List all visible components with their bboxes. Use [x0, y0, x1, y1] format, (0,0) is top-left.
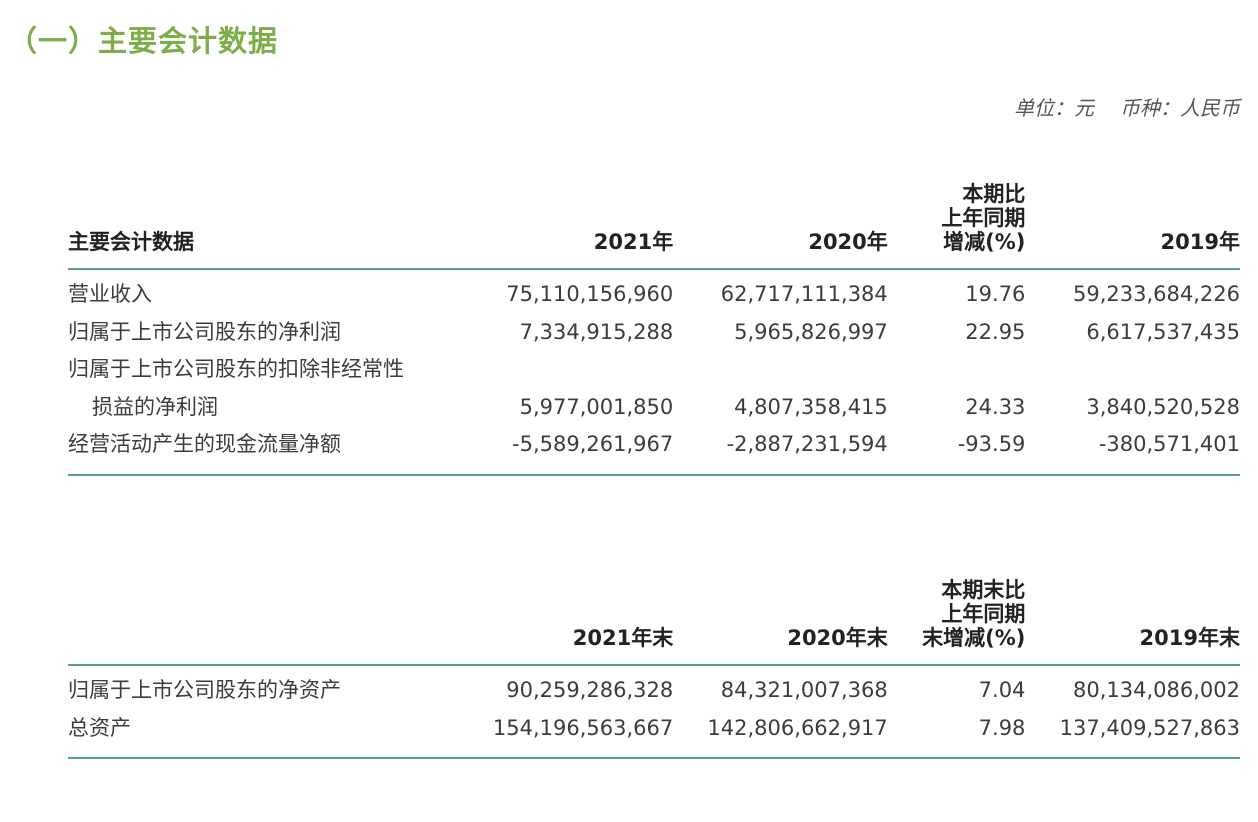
- header-2020-end: 2020年末: [787, 626, 888, 650]
- value-change: 7.04: [978, 678, 1026, 702]
- unit-note: 单位：元 币种：人民币: [1014, 92, 1240, 121]
- header-change: 本期比 上年同期 增减(%): [941, 182, 1026, 254]
- table-header-row: 主要会计数据 2021年 2020年 本期比 上年同期 增减(%) 2019年: [68, 182, 1240, 269]
- value-2021: 75,110,156,960: [506, 282, 674, 306]
- value-2021: -5,589,261,967: [512, 432, 674, 456]
- table-row: 营业收入 75,110,156,960 62,717,111,384 19.76…: [68, 269, 1240, 314]
- balance-data-table: 2021年末 2020年末 本期末比 上年同期 末增减(%) 2019年末 归属于上…: [68, 578, 1240, 759]
- value-2019: 80,134,086,002: [1073, 678, 1240, 702]
- header-2019-end: 2019年末: [1139, 626, 1240, 650]
- header-item: [68, 578, 473, 665]
- header-2019: 2019年: [1160, 230, 1240, 254]
- value-2019: 6,617,537,435: [1086, 319, 1240, 344]
- row-label: 归属于上市公司股东的净利润: [68, 319, 341, 344]
- table-row: 经营活动产生的现金流量净额 -5,589,261,967 -2,887,231,…: [68, 426, 1240, 475]
- table-row: 归属于上市公司股东的净利润 7,334,915,288 5,965,826,99…: [68, 314, 1240, 352]
- value-2020: 142,806,662,917: [707, 715, 888, 740]
- table-row: 归属于上市公司股东的净资产 90,259,286,328 84,321,007,…: [68, 665, 1240, 710]
- table-header-row: 2021年末 2020年末 本期末比 上年同期 末增减(%) 2019年末: [68, 578, 1240, 665]
- row-label: 经营活动产生的现金流量净额: [68, 432, 341, 456]
- value-2021: 5,977,001,850: [519, 394, 674, 419]
- table-row: 损益的净利润 5,977,001,850 4,807,358,415 24.33…: [68, 389, 1240, 427]
- value-2021: 90,259,286,328: [506, 678, 674, 702]
- value-change: 7.98: [978, 715, 1026, 740]
- header-item: 主要会计数据: [68, 230, 194, 254]
- value-2020: -2,887,231,594: [726, 432, 888, 456]
- value-2019: -380,571,401: [1098, 432, 1240, 456]
- value-change: 22.95: [965, 319, 1026, 344]
- value-change: -93.59: [957, 432, 1026, 456]
- header-2020: 2020年: [808, 230, 888, 254]
- value-2019: 3,840,520,528: [1086, 394, 1240, 419]
- header-change: 本期末比 上年同期 末增减(%): [922, 578, 1026, 650]
- row-label: 营业收入: [68, 282, 152, 306]
- unit-label: 单位：元: [1014, 96, 1094, 120]
- value-change: 24.33: [965, 394, 1026, 419]
- row-label: 归属于上市公司股东的净资产: [68, 678, 341, 702]
- value-2020: 62,717,111,384: [720, 282, 888, 306]
- row-label: 归属于上市公司股东的扣除非经常性: [68, 357, 404, 381]
- value-2019: 59,233,684,226: [1073, 282, 1240, 306]
- table-row: 总资产 154,196,563,667 142,806,662,917 7.98…: [68, 710, 1240, 758]
- value-2020: 84,321,007,368: [720, 678, 888, 702]
- value-2021: 7,334,915,288: [519, 319, 674, 344]
- row-label: 总资产: [68, 715, 131, 740]
- section-title: （一）主要会计数据: [8, 24, 279, 58]
- value-2020: 5,965,826,997: [734, 319, 888, 344]
- header-2021: 2021年: [593, 230, 674, 254]
- value-2020: 4,807,358,415: [734, 394, 888, 419]
- header-2021-end: 2021年末: [572, 626, 674, 650]
- value-2019: 137,409,527,863: [1059, 715, 1240, 740]
- accounting-data-table: 主要会计数据 2021年 2020年 本期比 上年同期 增减(%) 2019年 营业…: [68, 182, 1240, 476]
- row-label-continuation: 损益的净利润: [92, 394, 218, 419]
- value-change: 19.76: [965, 282, 1026, 306]
- table-row-label-continued: 归属于上市公司股东的扣除非经常性: [68, 351, 1240, 389]
- currency-label: 币种：人民币: [1120, 96, 1240, 120]
- value-2021: 154,196,563,667: [492, 715, 674, 740]
